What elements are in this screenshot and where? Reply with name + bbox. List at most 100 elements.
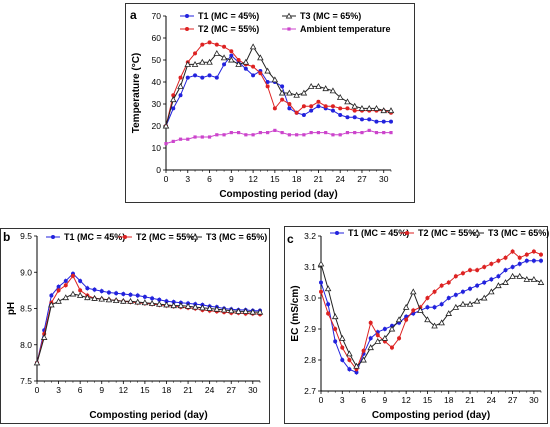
data-point	[193, 51, 198, 56]
y-tick-label: 0	[156, 165, 161, 175]
series-3	[317, 260, 545, 369]
data-point	[480, 294, 488, 301]
chart-panel-b: b 0 3 6 9 12 15 18 21 24 27 30 7.5 8.0 8.5 9.0 9.5 Compos…	[0, 228, 270, 424]
data-point	[307, 82, 315, 89]
legend-swatch-marker	[185, 14, 189, 18]
x-tick-label: 27	[508, 395, 518, 405]
data-point	[128, 292, 133, 297]
data-point	[191, 303, 199, 310]
y-tick-label: 9.5	[20, 231, 32, 241]
data-point	[417, 306, 424, 313]
legend-label: T3 (MC = 65%)	[488, 228, 549, 238]
y-tick-label: 60	[152, 33, 162, 43]
data-point	[516, 272, 523, 279]
data-point	[69, 290, 77, 297]
data-point	[503, 255, 508, 260]
data-point	[266, 131, 270, 135]
data-point	[220, 54, 228, 61]
data-point	[171, 93, 176, 98]
y-tick-label: 3.0	[304, 293, 316, 303]
data-point	[127, 297, 134, 304]
data-point	[338, 106, 343, 111]
data-point	[164, 299, 169, 304]
data-point	[243, 66, 248, 71]
data-point	[360, 131, 364, 135]
data-point	[496, 274, 501, 279]
data-point	[496, 258, 501, 263]
data-point	[344, 98, 351, 105]
data-point	[432, 289, 437, 294]
series-3	[162, 43, 395, 129]
legend-item-1: T1 (MC = 45%)	[180, 11, 259, 21]
data-point	[389, 119, 393, 124]
x-tick-label: 21	[314, 174, 324, 184]
data-point	[278, 89, 286, 96]
data-point	[220, 306, 228, 313]
data-point	[495, 282, 502, 289]
data-point	[354, 370, 359, 375]
data-point	[431, 322, 438, 329]
data-point	[539, 258, 543, 263]
data-point	[358, 104, 366, 111]
data-point	[331, 313, 339, 320]
data-point	[62, 294, 70, 301]
data-point	[382, 131, 386, 135]
data-point	[229, 53, 234, 58]
data-point	[235, 60, 242, 67]
data-point	[352, 115, 357, 120]
data-point	[265, 84, 270, 89]
y-tick-label: 9.0	[20, 267, 32, 277]
data-point	[375, 333, 380, 338]
data-point	[78, 278, 83, 283]
data-point	[199, 58, 206, 65]
legend-swatch-marker	[191, 233, 199, 240]
y-tick-label: 2.8	[304, 355, 316, 365]
legend-swatch-marker	[405, 231, 409, 235]
data-point	[367, 344, 374, 351]
data-point	[76, 292, 84, 298]
data-point	[345, 115, 350, 120]
data-point	[170, 302, 177, 309]
y-tick-label: 3.2	[304, 231, 316, 241]
data-point	[503, 268, 508, 273]
data-point	[330, 104, 335, 109]
data-point	[439, 283, 444, 288]
data-point	[367, 117, 372, 122]
data-point	[340, 345, 345, 350]
data-point	[468, 268, 473, 273]
data-point	[236, 58, 241, 62]
data-point	[280, 131, 284, 135]
data-point	[346, 350, 353, 357]
data-point	[324, 131, 328, 135]
y-tick-label: 8.0	[20, 340, 32, 350]
data-point	[352, 108, 357, 113]
data-point	[302, 133, 306, 137]
legend-swatch-marker	[51, 235, 55, 239]
x-tick-label: 15	[140, 385, 150, 395]
data-point	[475, 268, 480, 273]
data-point	[330, 108, 335, 113]
chart-panel-a: a 0 3 6 9 12 15 18 21 24 27 30 0 10 20 30 40 50 60 70 Compos…	[125, 3, 415, 203]
x-tick-label: 12	[401, 395, 411, 405]
y-tick-label: 30	[152, 99, 162, 109]
data-point	[91, 294, 98, 301]
data-point	[397, 336, 402, 341]
data-point	[40, 334, 48, 340]
data-point	[33, 359, 41, 366]
data-point	[242, 307, 249, 314]
data-point	[402, 303, 410, 310]
data-point	[287, 106, 292, 111]
data-point	[395, 316, 403, 323]
data-point	[280, 97, 285, 102]
data-point	[265, 80, 270, 84]
data-point	[264, 67, 271, 74]
legend-item-4: Ambient temperature	[282, 24, 391, 34]
y-tick-label: 2.9	[304, 324, 316, 334]
legend-swatch-marker	[335, 231, 339, 235]
x-tick-label: 3	[185, 174, 190, 184]
data-point	[178, 137, 183, 141]
x-tick-label: 12	[248, 174, 258, 184]
data-point	[389, 345, 394, 350]
